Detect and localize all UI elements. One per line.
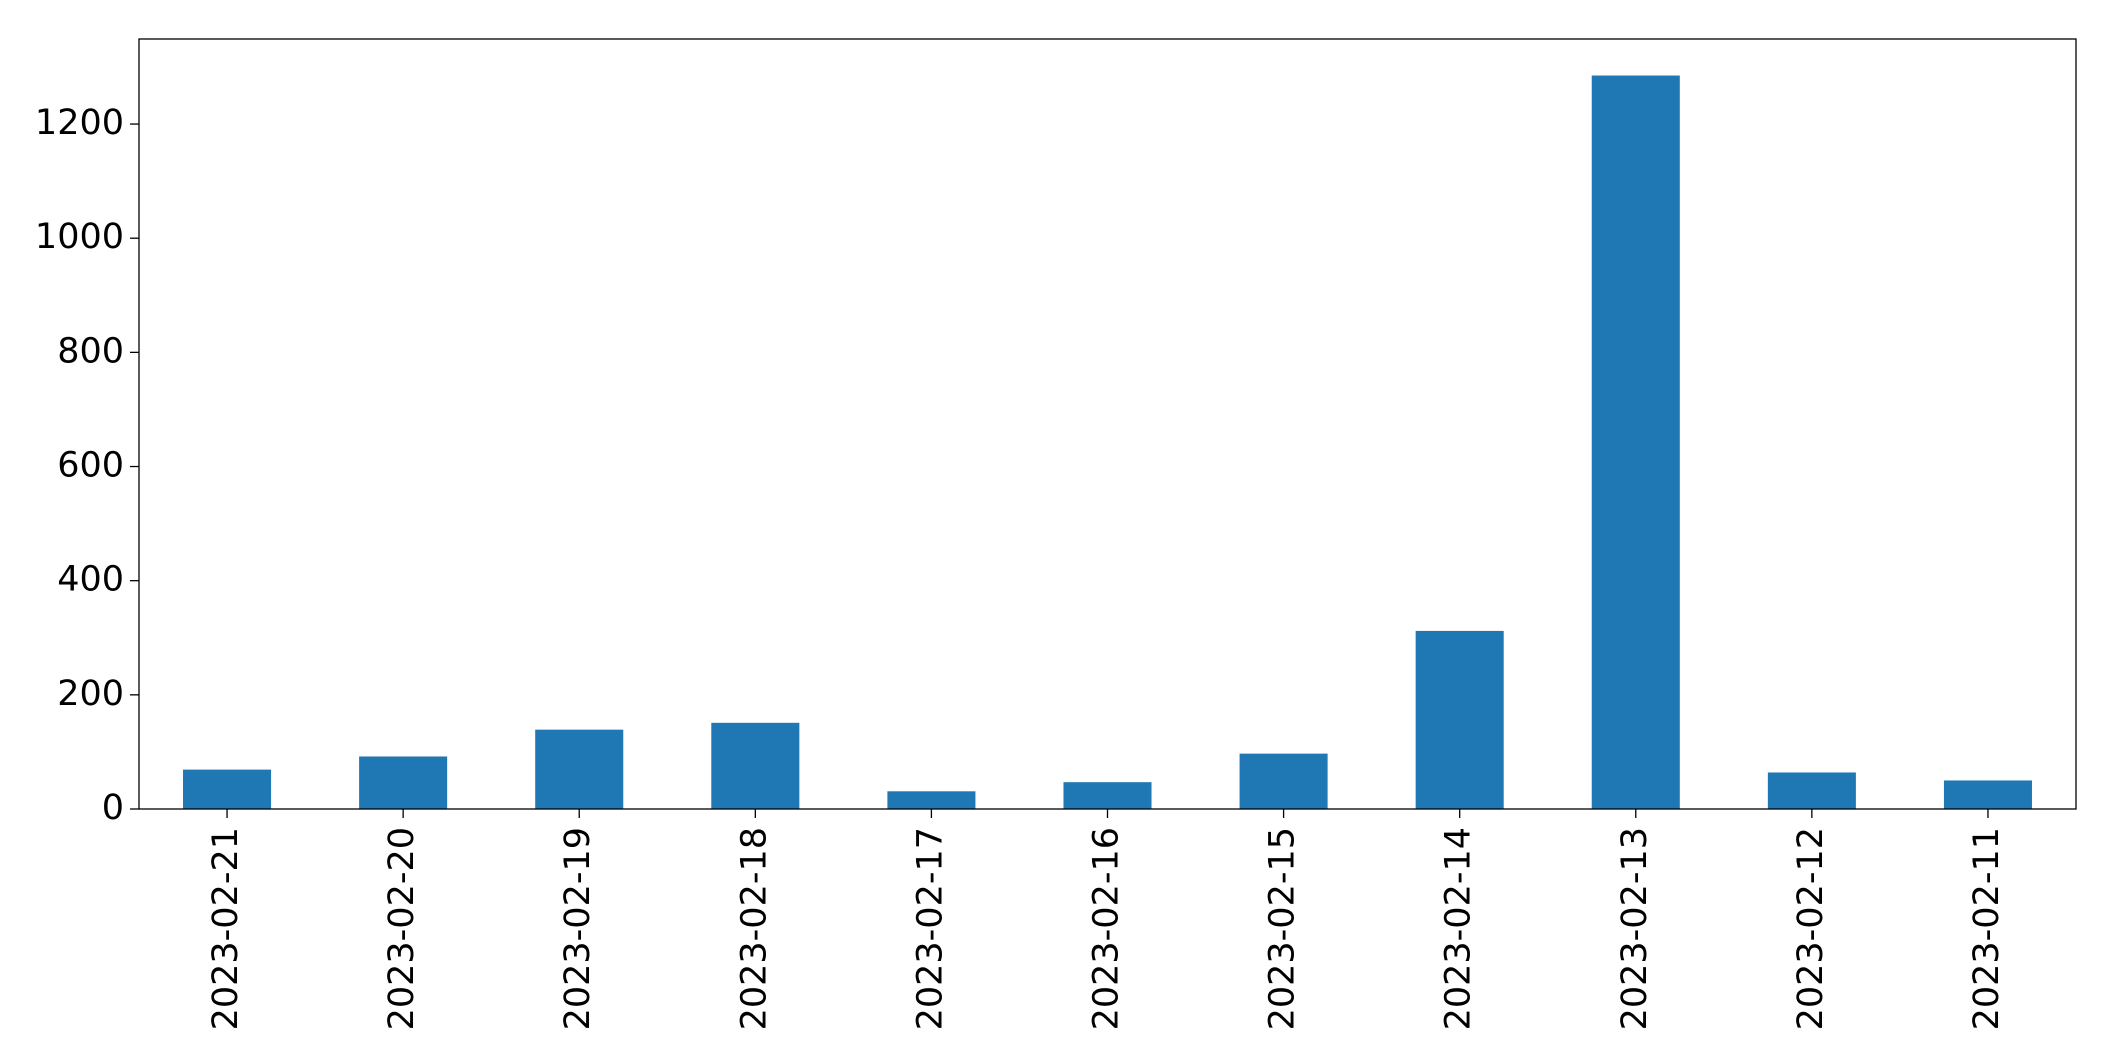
y-tick-label: 400 <box>57 560 124 600</box>
x-tick-label: 2023-02-18 <box>734 827 774 1030</box>
x-tick-label: 2023-02-16 <box>1087 827 1127 1030</box>
x-tick-label: 2023-02-11 <box>1967 827 2007 1030</box>
bar <box>1415 630 1504 809</box>
bar <box>711 722 800 809</box>
y-tick-label: 200 <box>57 674 124 714</box>
y-tick-label: 800 <box>57 331 124 371</box>
y-tick-label: 1000 <box>35 217 124 257</box>
bar <box>183 769 272 809</box>
bar <box>1239 753 1328 809</box>
x-tick-label: 2023-02-14 <box>1439 827 1479 1030</box>
y-tick-label: 0 <box>102 788 124 828</box>
x-tick-label: 2023-02-20 <box>382 827 422 1030</box>
bar <box>1767 772 1856 809</box>
plot-frame <box>138 38 2077 810</box>
x-tick-label: 2023-02-12 <box>1791 827 1831 1030</box>
x-tick-label: 2023-02-15 <box>1263 827 1303 1030</box>
x-tick-label: 2023-02-21 <box>206 827 246 1030</box>
x-tick-label: 2023-02-17 <box>910 827 950 1030</box>
bar <box>1063 782 1152 809</box>
bar <box>1943 780 2032 809</box>
y-tick-label: 1200 <box>35 103 124 143</box>
bar <box>359 756 448 809</box>
x-tick-label: 2023-02-13 <box>1615 827 1655 1030</box>
x-tick-label: 2023-02-19 <box>558 827 598 1030</box>
bar <box>887 791 976 809</box>
y-tick-label: 600 <box>57 446 124 486</box>
bar <box>535 729 624 809</box>
bar <box>1591 75 1680 809</box>
